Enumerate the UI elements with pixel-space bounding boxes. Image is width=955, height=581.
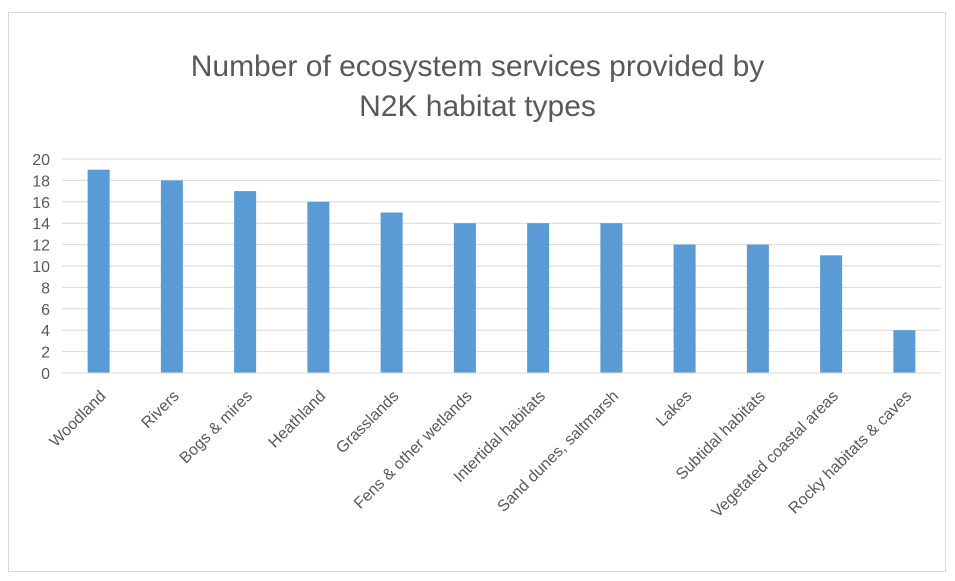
chart-title: Number of ecosystem services provided by… xyxy=(190,50,765,123)
x-category-label: Grasslands xyxy=(333,388,402,457)
x-category-label: Woodland xyxy=(47,388,110,451)
bar-lakes xyxy=(673,244,696,373)
y-tick-label: 12 xyxy=(32,238,50,255)
x-category-label: Rivers xyxy=(139,388,183,432)
y-tick-label: 14 xyxy=(32,216,50,233)
y-tick-label: 6 xyxy=(41,302,50,319)
y-axis-ticks: 0 2 4 6 8 10 12 14 16 18 20 xyxy=(32,152,50,383)
y-tick-label: 0 xyxy=(41,366,50,383)
x-category-label: Lakes xyxy=(653,388,695,430)
bar-sand-dunes-saltmarsh xyxy=(600,223,623,373)
x-category-label: Bogs & mires xyxy=(177,388,256,467)
bar-woodland xyxy=(87,169,110,373)
y-tick-label: 10 xyxy=(32,259,50,276)
bar-rocky-habitats-caves xyxy=(893,330,916,373)
x-category-label: Rocky habitats & caves xyxy=(786,388,916,518)
x-category-label: Heathland xyxy=(266,388,330,452)
bar-heathland xyxy=(307,201,330,373)
y-tick-label: 20 xyxy=(32,152,50,169)
gridlines xyxy=(62,158,941,374)
bar-rivers xyxy=(160,180,183,373)
y-tick-label: 16 xyxy=(32,195,50,212)
bar-intertidal-habitats xyxy=(527,223,550,373)
x-category-label: Fens & other wetlands xyxy=(351,388,476,513)
y-tick-label: 4 xyxy=(41,323,50,340)
x-category-label: Vegetated coastal areas xyxy=(709,388,842,521)
y-tick-label: 2 xyxy=(41,345,50,362)
bar-bogs-mires xyxy=(234,191,257,373)
bars xyxy=(87,169,916,373)
bar-grasslands xyxy=(380,212,403,373)
bar-vegetated-coastal-areas xyxy=(820,255,843,373)
x-category-label: Sand dunes, saltmarsh xyxy=(494,388,622,516)
y-tick-label: 8 xyxy=(41,280,50,297)
bar-fens-other-wetlands xyxy=(453,223,476,373)
bar-subtidal-habitats xyxy=(746,244,769,373)
y-tick-label: 18 xyxy=(32,173,50,190)
